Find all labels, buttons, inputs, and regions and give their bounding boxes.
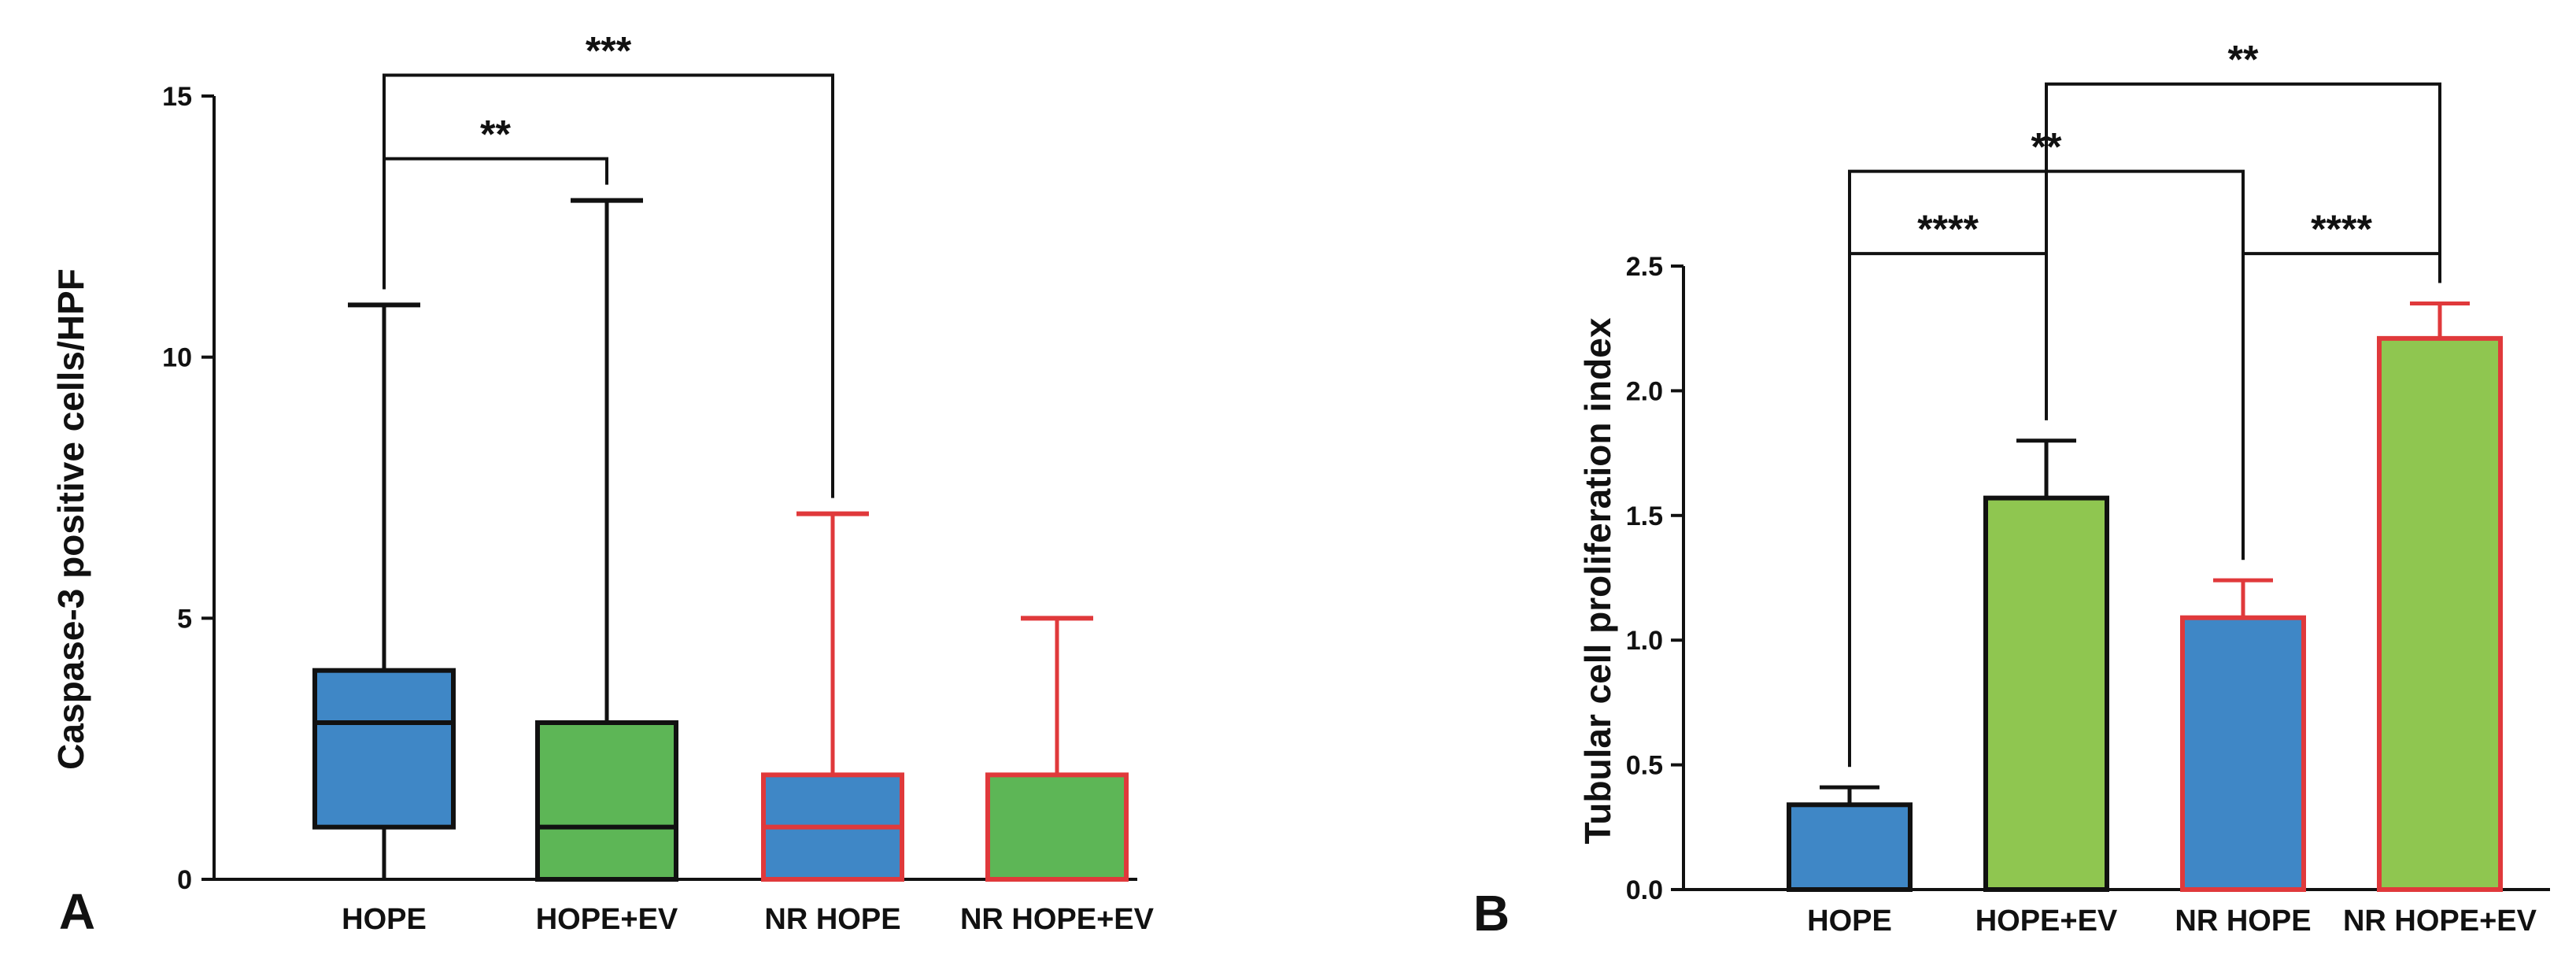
panel-a-y-tick-label: 0 xyxy=(177,865,192,895)
panel-b-y-tick-label: 0.0 xyxy=(1626,875,1663,905)
panel-b-y-tick-label: 0.5 xyxy=(1626,751,1663,781)
box-body xyxy=(535,720,678,882)
panel-a-y-tick-label: 5 xyxy=(177,604,192,634)
box-body xyxy=(312,668,456,830)
panel-a-y-tick-label: 15 xyxy=(162,82,192,112)
panel-b-y-tick-label: 1.5 xyxy=(1626,501,1663,531)
bar xyxy=(2377,335,2503,892)
panel-b-category-label: NR HOPE+EV xyxy=(2343,905,2537,938)
panel-b-significance-label: **** xyxy=(2311,207,2372,251)
panel-a-category-label: HOPE xyxy=(342,903,427,936)
panel-b-category-label: HOPE+EV xyxy=(1975,905,2118,938)
panel-a-letter: A xyxy=(59,883,95,940)
bar xyxy=(1787,802,1913,893)
box-body xyxy=(985,772,1129,882)
bar xyxy=(2180,615,2306,892)
panel-b-chart: 0.0 0.5 1.0 1.5 2.0 2.5 Tubular cell prolifera… xyxy=(1473,38,2550,942)
panel-a-category-label: NR HOPE xyxy=(764,903,900,936)
panel-b-y-tick-label: 2.0 xyxy=(1626,376,1663,406)
panel-a-chart: 0 5 10 15 Caspase-3 positive cells/HPF A HOPE H… xyxy=(50,28,1155,940)
panel-a-significance-line xyxy=(383,157,608,290)
panel-a-y-tick-label: 10 xyxy=(162,343,192,373)
bar xyxy=(1983,495,2109,893)
panel-b-y-tick-label: 2.5 xyxy=(1626,252,1663,282)
panel-b-y-tick-label: 1.0 xyxy=(1626,626,1663,656)
panel-a-category-label: NR HOPE+EV xyxy=(960,903,1155,936)
panel-a-significance-label: ** xyxy=(480,113,511,157)
panel-a-y-axis-label: Caspase-3 positive cells/HPF xyxy=(50,268,91,770)
panel-a-significance-label: *** xyxy=(586,28,632,72)
panel-b-category-label: NR HOPE xyxy=(2175,905,2311,938)
panel-b-letter: B xyxy=(1473,885,1510,942)
panel-b-significance-label: **** xyxy=(1917,207,1979,251)
panel-b-y-axis-label: Tubular cell proliferation index xyxy=(1577,317,1618,844)
panel-b-significance-line xyxy=(2045,82,2441,420)
panel-a-significance-line xyxy=(383,73,834,498)
panel-b-category-label: HOPE xyxy=(1807,905,1892,938)
panel-b-significance-label: ** xyxy=(2228,38,2259,82)
panel-a-category-label: HOPE+EV xyxy=(536,903,678,936)
